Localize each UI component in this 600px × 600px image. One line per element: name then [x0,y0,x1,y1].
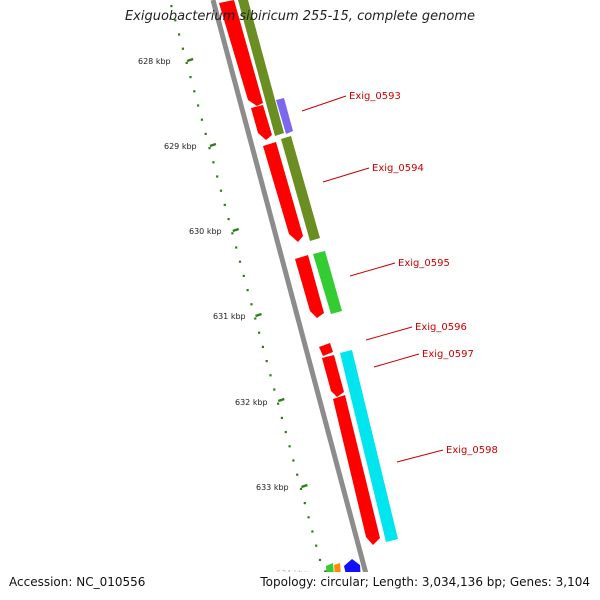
scale-dot [311,530,314,533]
feature-track [219,0,398,600]
green-feature[interactable] [326,563,336,600]
scale-dot [200,118,203,121]
map-title: Exiguobacterium sibiricum 255-15, comple… [124,9,476,24]
scale-dot [216,175,219,178]
scale-label: 628 kbp [138,57,171,66]
cds-arrow[interactable] [333,395,380,545]
scale-dot [315,544,318,547]
scale-dot [280,416,283,419]
cyan-feature[interactable] [340,350,398,542]
orange-feature[interactable] [334,563,343,600]
scale-tick [255,312,262,318]
scale-dot [318,558,322,561]
cds-arrow[interactable] [319,343,333,356]
cds-arrow[interactable] [295,255,324,318]
scale-dot [265,360,268,363]
scale-tick [186,57,194,63]
scale-dot [250,303,253,306]
scale-dot [303,502,306,505]
scale-label: 632 kbp [235,398,268,407]
gene-label[interactable]: Exig_0597 [422,349,474,360]
scale-dot [170,5,173,8]
scale-labels: 628 kbp 629 kbp 630 kbp 631 kbp 632 kbp … [138,57,309,578]
scale-dot [273,388,276,391]
genome-summary: Topology: circular; Length: 3,034,136 bp… [260,575,590,589]
green-feature[interactable] [313,251,342,314]
scale-dot [292,459,295,462]
scale-dot [181,47,184,50]
leader-lines [301,95,444,463]
scale-dot [193,90,196,93]
scale-label: 634 kbp [276,569,309,578]
scale-dot [185,61,188,64]
gene-label[interactable]: Exig_0593 [349,91,401,102]
cds-arrow[interactable] [251,105,272,140]
scale-dot [296,473,299,476]
scale-dot [254,317,257,320]
cds-arrow[interactable] [322,355,344,397]
gene-labels: Exig_0593 Exig_0594 Exig_0595 Exig_0596 … [349,91,498,456]
gene-label[interactable]: Exig_0594 [372,163,424,174]
scale-label: 633 kbp [256,483,289,492]
scale-dot [284,431,287,434]
scale-dot [223,203,226,206]
scale-dot [299,487,303,490]
scale-label: 629 kbp [164,142,197,151]
scale-dot [238,260,242,263]
scale-dot [189,76,192,79]
scale-dot [227,218,230,221]
scale-dot [242,274,245,277]
scale-dot [307,516,310,519]
gene-label[interactable]: Exig_0595 [398,258,450,269]
scale-tick [209,142,217,148]
scale-tick [301,483,308,489]
scale-ruler [170,5,331,572]
scale-dot [212,161,215,164]
scale-dot [258,331,261,334]
gene-label[interactable]: Exig_0596 [415,322,467,333]
olive-feature[interactable] [281,136,320,241]
accession-text: Accession: NC_010556 [9,575,146,589]
olive-feature[interactable] [238,0,284,136]
scale-label: 631 kbp [213,312,246,321]
scale-dot [261,345,264,348]
gene-label[interactable]: Exig_0598 [446,445,498,456]
scale-dot [204,132,207,135]
scale-dot [178,33,181,36]
scale-tick [232,227,240,233]
cds-arrow[interactable] [219,0,263,106]
scale-dot [231,232,234,235]
purple-feature[interactable] [276,98,293,134]
scale-label: 630 kbp [189,227,222,236]
scale-dot [288,445,291,448]
genome-backbone [210,0,369,572]
scale-dot [174,19,177,22]
scale-dot [197,104,200,107]
scale-dot [269,374,272,377]
cds-arrow[interactable] [263,142,303,242]
scale-dot [235,246,238,249]
scale-dot [219,189,223,192]
scale-tick [277,397,285,403]
blue-feature[interactable] [344,559,362,600]
scale-dot [277,402,280,405]
scale-dot [208,147,211,150]
scale-dot [246,289,249,292]
